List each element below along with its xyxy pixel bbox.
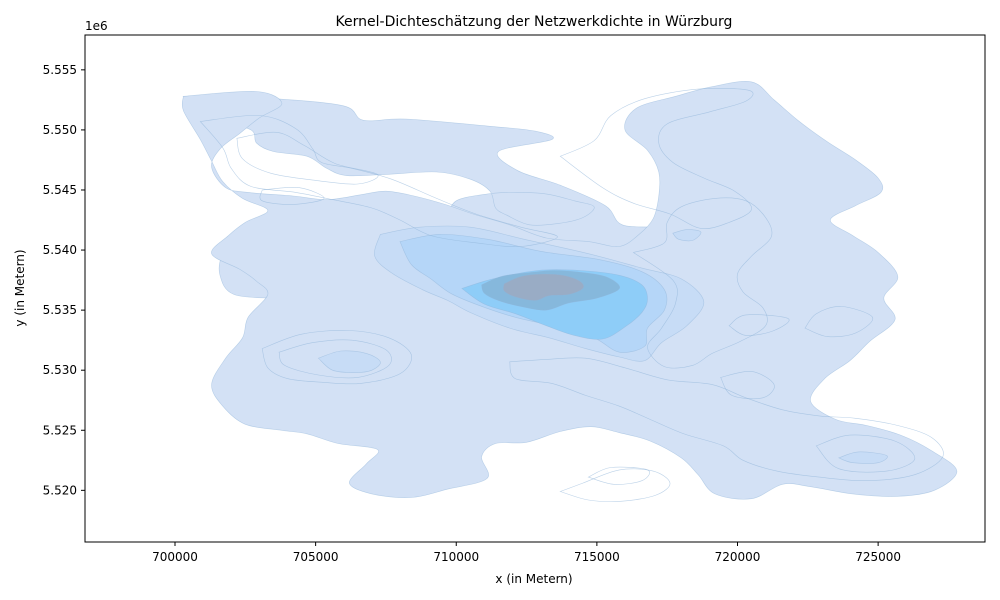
- y-tick-label: 5.520: [43, 483, 77, 497]
- contour-line-3: [559, 88, 754, 229]
- contour-line-8: [278, 339, 392, 379]
- x-axis-ticks: 700000 705000 710000 715000 720000 725000: [152, 542, 901, 564]
- density-regions: [181, 81, 958, 500]
- plot-frame: [84, 34, 986, 543]
- y-offset-label: 1e6: [85, 19, 108, 33]
- contour-line-0: [199, 115, 558, 248]
- y-tick-label: 5.525: [43, 423, 77, 437]
- contour-line-2: [259, 186, 325, 205]
- contour-line-13: [728, 314, 790, 336]
- x-tick-label: 725000: [855, 550, 901, 564]
- y-tick-label: 5.540: [43, 243, 77, 257]
- contour-line-11: [720, 370, 775, 400]
- contour-line-10: [587, 466, 650, 485]
- chart-title: Kernel-Dichteschätzung der Netzwerkdicht…: [336, 14, 733, 30]
- y-axis-ticks: 5.520 5.525 5.530 5.535 5.540 5.545 5.550 5.555: [43, 63, 85, 497]
- x-tick-label: 720000: [715, 550, 761, 564]
- density-region-level-6-6: [502, 273, 584, 301]
- y-tick-label: 5.545: [43, 183, 77, 197]
- x-tick-label: 715000: [574, 550, 620, 564]
- x-tick-label: 705000: [293, 550, 339, 564]
- y-tick-label: 5.535: [43, 303, 77, 317]
- contour-line-12: [804, 306, 874, 338]
- x-tick-label: 710000: [433, 550, 479, 564]
- density-region-level-2-9: [837, 451, 888, 464]
- contour-lines: [199, 88, 944, 502]
- x-axis-label: x (in Metern): [495, 572, 572, 586]
- x-tick-label: 700000: [152, 550, 198, 564]
- y-tick-label: 5.550: [43, 123, 77, 137]
- density-region-level-2-7: [317, 350, 381, 373]
- y-tick-label: 5.530: [43, 363, 77, 377]
- y-axis-label: y (in Metern): [13, 249, 27, 326]
- y-tick-label: 5.555: [43, 63, 77, 77]
- density-region-level-2-8: [672, 229, 702, 242]
- contour-line-1: [236, 131, 379, 185]
- contour-line-4: [632, 197, 773, 369]
- contour-line-7: [261, 330, 412, 385]
- contour-line-9: [559, 468, 671, 502]
- contour-line-6: [815, 434, 916, 473]
- contour-line-5: [509, 357, 944, 482]
